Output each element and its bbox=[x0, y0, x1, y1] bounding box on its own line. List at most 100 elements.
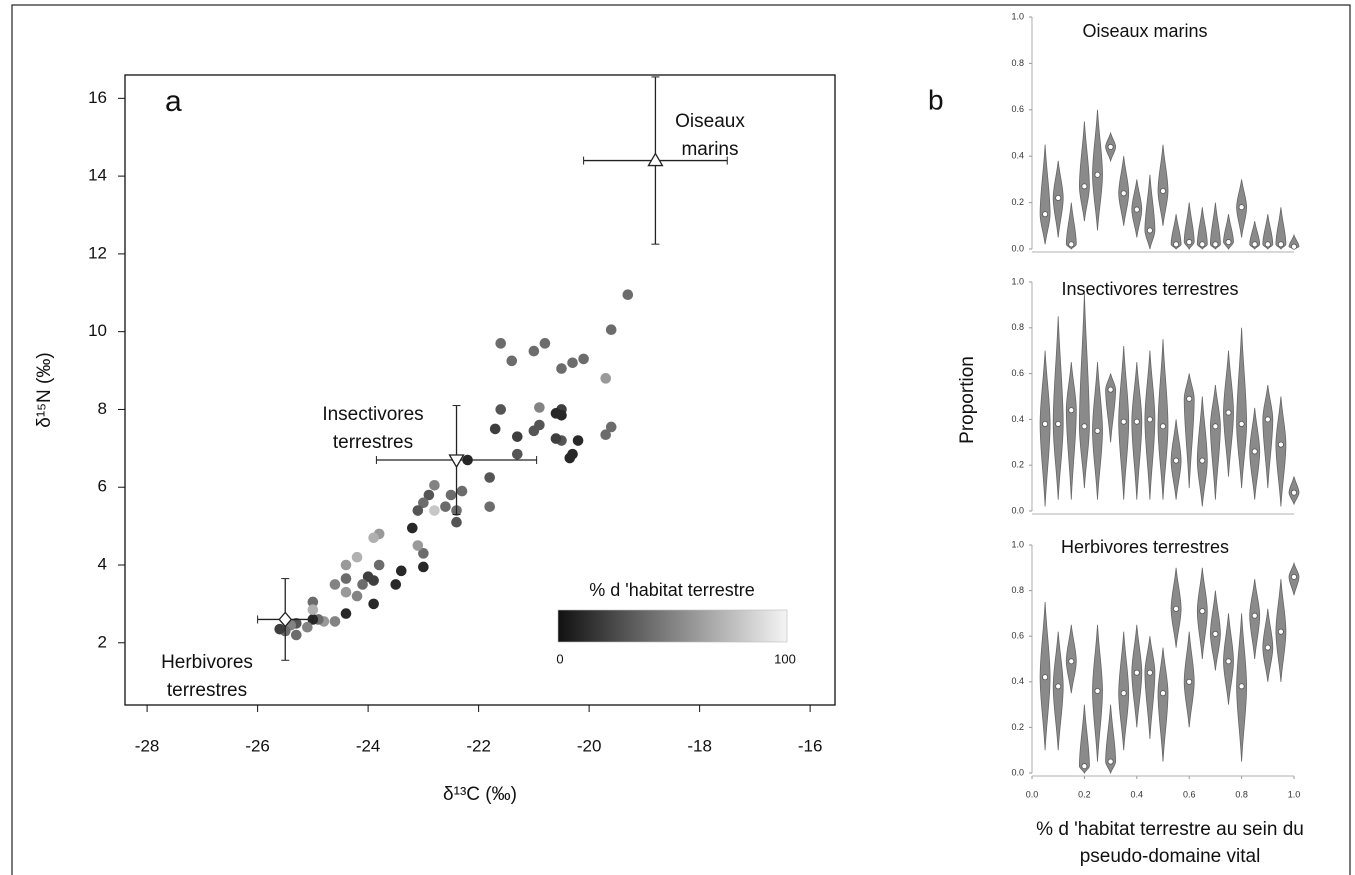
point bbox=[600, 373, 612, 384]
median bbox=[1173, 457, 1180, 464]
point bbox=[484, 501, 495, 512]
violin bbox=[1157, 144, 1169, 226]
point bbox=[622, 289, 634, 301]
point bbox=[329, 616, 341, 627]
x-tick-label: -22 bbox=[466, 736, 491, 755]
median bbox=[1055, 194, 1062, 201]
point bbox=[445, 489, 457, 501]
point bbox=[605, 324, 617, 336]
point bbox=[418, 561, 429, 573]
point bbox=[340, 586, 352, 598]
point bbox=[556, 363, 567, 374]
point bbox=[302, 621, 313, 633]
source-label: Insectivores bbox=[322, 404, 423, 425]
median bbox=[1133, 206, 1140, 213]
y-tick-label: 0.6 bbox=[1011, 368, 1024, 378]
median bbox=[1291, 573, 1298, 580]
source-label: Herbivores bbox=[161, 652, 253, 673]
median bbox=[1133, 418, 1140, 425]
median bbox=[1146, 227, 1153, 234]
x-axis-label: δ¹³C (‰) bbox=[443, 784, 517, 805]
point bbox=[440, 501, 451, 512]
violin bbox=[1052, 631, 1064, 751]
point bbox=[340, 573, 352, 584]
median bbox=[1081, 423, 1088, 430]
violin bbox=[1078, 704, 1090, 774]
y-tick-label: 1.0 bbox=[1011, 539, 1024, 549]
median bbox=[1068, 407, 1075, 414]
point bbox=[451, 516, 462, 528]
plot-frame bbox=[124, 74, 836, 706]
violin bbox=[1170, 214, 1182, 250]
violin bbox=[1157, 339, 1169, 500]
median bbox=[1186, 395, 1193, 402]
source-label: Oiseaux bbox=[675, 111, 745, 132]
violin bbox=[1092, 109, 1103, 231]
x-tick-label: 0.0 bbox=[1026, 789, 1039, 799]
y-tick-label: 0.0 bbox=[1011, 505, 1024, 515]
median bbox=[1225, 239, 1232, 246]
median bbox=[1277, 628, 1284, 635]
panel-title: Oiseaux marins bbox=[1082, 21, 1207, 41]
median bbox=[1173, 605, 1180, 612]
y-tick-label: 0.6 bbox=[1011, 104, 1024, 114]
x-tick-label: -26 bbox=[245, 736, 270, 755]
median bbox=[1094, 687, 1101, 694]
point bbox=[274, 623, 286, 635]
x-tick-label: 1.0 bbox=[1288, 789, 1301, 799]
y-tick-label: 8 bbox=[98, 399, 107, 418]
median bbox=[1199, 241, 1206, 248]
x-tick-label: 0.4 bbox=[1131, 789, 1144, 799]
violin bbox=[1196, 396, 1208, 507]
colorbar-title: % d 'habitat terrestre bbox=[589, 580, 755, 600]
violin bbox=[1183, 373, 1195, 489]
colorbar-tick-label: 100 bbox=[774, 651, 796, 666]
source-label: terrestres bbox=[333, 432, 413, 453]
point bbox=[368, 532, 379, 544]
median bbox=[1133, 669, 1140, 676]
median bbox=[1251, 448, 1258, 455]
x-axis-label: pseudo-domaine vital bbox=[1080, 846, 1261, 867]
point bbox=[412, 540, 424, 551]
point bbox=[495, 404, 507, 415]
violin bbox=[1249, 221, 1261, 250]
y-axis-label: Proportion bbox=[957, 356, 978, 444]
median bbox=[1264, 416, 1271, 423]
y-tick-label: 14 bbox=[88, 166, 107, 185]
violin bbox=[1196, 207, 1208, 250]
y-tick-label: 0.8 bbox=[1011, 58, 1024, 68]
point bbox=[407, 522, 418, 534]
x-tick-label: -20 bbox=[577, 736, 602, 755]
violin bbox=[1065, 362, 1077, 500]
violin bbox=[1262, 214, 1274, 250]
y-tick-label: 0.8 bbox=[1011, 585, 1024, 595]
violin bbox=[1223, 214, 1234, 250]
y-tick-label: 12 bbox=[88, 243, 107, 262]
median bbox=[1291, 489, 1298, 496]
median bbox=[1238, 683, 1245, 690]
median bbox=[1094, 171, 1101, 178]
x-tick-label: 0.2 bbox=[1078, 789, 1091, 799]
median bbox=[1173, 241, 1180, 248]
median bbox=[1120, 690, 1127, 697]
violin bbox=[1209, 590, 1221, 671]
median bbox=[1055, 683, 1062, 690]
point bbox=[506, 355, 518, 367]
violin bbox=[1144, 350, 1156, 500]
median bbox=[1225, 658, 1232, 665]
point bbox=[495, 338, 507, 349]
point bbox=[484, 472, 495, 483]
point bbox=[373, 559, 385, 571]
x-tick-label: -24 bbox=[356, 736, 381, 755]
x-tick-label: 0.6 bbox=[1183, 789, 1196, 799]
point bbox=[340, 559, 352, 571]
median bbox=[1107, 143, 1114, 150]
y-tick-label: 0.2 bbox=[1011, 722, 1024, 732]
y-tick-label: 2 bbox=[98, 632, 107, 651]
violin bbox=[1262, 385, 1274, 489]
violin bbox=[1131, 624, 1143, 728]
median bbox=[1042, 211, 1049, 218]
y-tick-label: 0.0 bbox=[1011, 767, 1024, 777]
median bbox=[1160, 423, 1167, 430]
point bbox=[307, 596, 319, 608]
